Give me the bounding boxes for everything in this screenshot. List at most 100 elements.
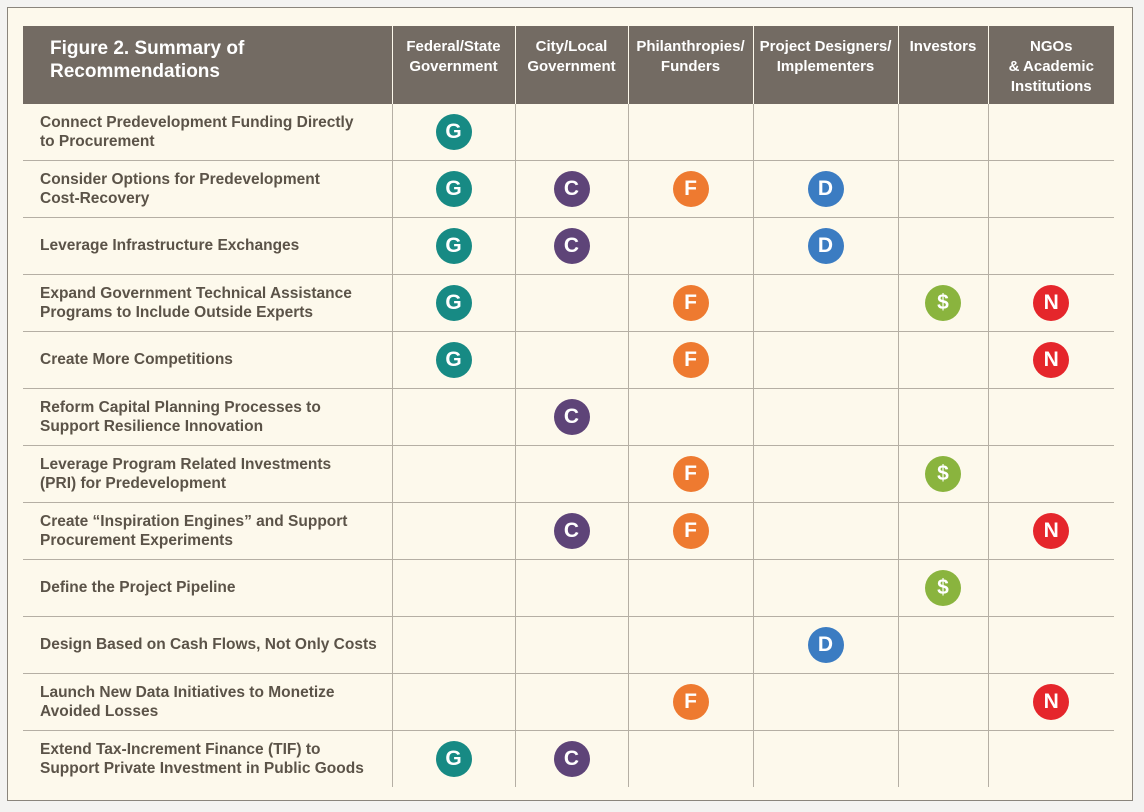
table-cell [988, 388, 1114, 446]
table-cell [628, 616, 754, 674]
header-row: Figure 2. Summary of Recommendations Fed… [23, 26, 1114, 104]
stakeholder-badge-1: G [435, 171, 472, 207]
table-cell: D [753, 217, 899, 275]
table-cell [988, 559, 1114, 617]
table-cell [628, 104, 754, 161]
table-cell [392, 388, 516, 446]
stakeholder-badge-3: F [672, 285, 709, 321]
table-cell [898, 502, 989, 560]
table-row: Connect Predevelopment Funding Directly … [23, 104, 1114, 161]
table-cell: G [392, 104, 516, 161]
recommendation-label: Leverage Program Related Investments (PR… [23, 445, 393, 503]
recommendation-label: Extend Tax-Increment Finance (TIF) to Su… [23, 730, 393, 787]
stakeholder-badge-6: N [1033, 342, 1070, 378]
stakeholder-badge-1: G [435, 741, 472, 777]
table-cell: D [753, 160, 899, 218]
table-cell [898, 160, 989, 218]
stakeholder-badge-1: G [435, 114, 472, 150]
table-cell [515, 559, 629, 617]
table-cell [392, 673, 516, 731]
table-cell: $ [898, 274, 989, 332]
table-row: Design Based on Cash Flows, Not Only Cos… [23, 616, 1114, 674]
table-cell: F [628, 274, 754, 332]
recommendation-label: Create More Competitions [23, 331, 393, 389]
table-cell [753, 331, 899, 389]
table-cell: F [628, 502, 754, 560]
stakeholder-badge-2: C [553, 171, 590, 207]
stakeholder-badge-2: C [553, 228, 590, 264]
recommendation-label: Create “Inspiration Engines” and Support… [23, 502, 393, 560]
recommendation-label: Connect Predevelopment Funding Directly … [23, 104, 393, 161]
table-cell: F [628, 160, 754, 218]
table-cell: F [628, 445, 754, 503]
table-cell [753, 104, 899, 161]
table-cell: $ [898, 445, 989, 503]
recommendation-label: Reform Capital Planning Processes to Sup… [23, 388, 393, 446]
table-cell [392, 616, 516, 674]
table-cell [628, 217, 754, 275]
stakeholder-badge-3: F [672, 171, 709, 207]
table-row: Extend Tax-Increment Finance (TIF) to Su… [23, 730, 1114, 788]
table-row: Consider Options for Predevelopment Cost… [23, 160, 1114, 218]
table-cell [898, 730, 989, 787]
table-cell [515, 616, 629, 674]
stakeholder-badge-3: F [672, 513, 709, 549]
column-header-2: City/Local Government [515, 26, 629, 104]
stakeholder-badge-1: G [435, 342, 472, 378]
table-cell [898, 217, 989, 275]
table-cell [515, 104, 629, 161]
stakeholder-badge-5: $ [925, 456, 961, 492]
table-row: Expand Government Technical Assistance P… [23, 274, 1114, 332]
table-cell [515, 445, 629, 503]
table-cell [898, 673, 989, 731]
table-cell: N [988, 331, 1114, 389]
table-cell [898, 104, 989, 161]
recommendation-label: Expand Government Technical Assistance P… [23, 274, 393, 332]
stakeholder-badge-4: D [807, 228, 844, 264]
column-header-3: Philanthropies/ Funders [628, 26, 754, 104]
column-header-1: Federal/State Government [392, 26, 516, 104]
table-cell: C [515, 160, 629, 218]
table-cell [753, 730, 899, 787]
table-cell: G [392, 331, 516, 389]
table-cell [898, 616, 989, 674]
table-cell [988, 217, 1114, 275]
table-cell [628, 730, 754, 787]
table-cell: G [392, 160, 516, 218]
stakeholder-badge-6: N [1033, 513, 1070, 549]
table-cell [753, 388, 899, 446]
table-cell: C [515, 730, 629, 787]
recommendation-label: Consider Options for Predevelopment Cost… [23, 160, 393, 218]
table-row: Create More Competitions G F N [23, 331, 1114, 389]
table-cell [753, 559, 899, 617]
stakeholder-badge-3: F [672, 456, 709, 492]
stakeholder-badge-6: N [1033, 684, 1070, 720]
figure-title: Figure 2. Summary of Recommendations [23, 26, 393, 104]
table-cell: F [628, 673, 754, 731]
table-body: Connect Predevelopment Funding Directly … [23, 104, 1114, 787]
table-cell [392, 445, 516, 503]
recommendations-table: Figure 2. Summary of Recommendations Fed… [23, 26, 1114, 787]
table-cell [515, 274, 629, 332]
table-cell [753, 274, 899, 332]
stakeholder-badge-1: G [435, 228, 472, 264]
stakeholder-badge-2: C [553, 741, 590, 777]
table-cell [392, 559, 516, 617]
table-row: Launch New Data Initiatives to Monetize … [23, 673, 1114, 731]
table-row: Create “Inspiration Engines” and Support… [23, 502, 1114, 560]
stakeholder-badge-1: G [435, 285, 472, 321]
table-cell [988, 731, 1114, 788]
column-header-6: NGOs & Academic Institutions [988, 26, 1114, 104]
table-cell [753, 673, 899, 731]
table-cell: G [392, 730, 516, 787]
table-cell [515, 673, 629, 731]
table-cell [988, 104, 1114, 161]
table-cell [988, 616, 1114, 674]
table-cell: C [515, 388, 629, 446]
table-cell [628, 388, 754, 446]
table-cell: N [988, 274, 1114, 332]
table-cell: D [753, 616, 899, 674]
table-row: Reform Capital Planning Processes to Sup… [23, 388, 1114, 446]
stakeholder-badge-4: D [807, 171, 844, 207]
recommendation-label: Leverage Infrastructure Exchanges [23, 217, 393, 275]
